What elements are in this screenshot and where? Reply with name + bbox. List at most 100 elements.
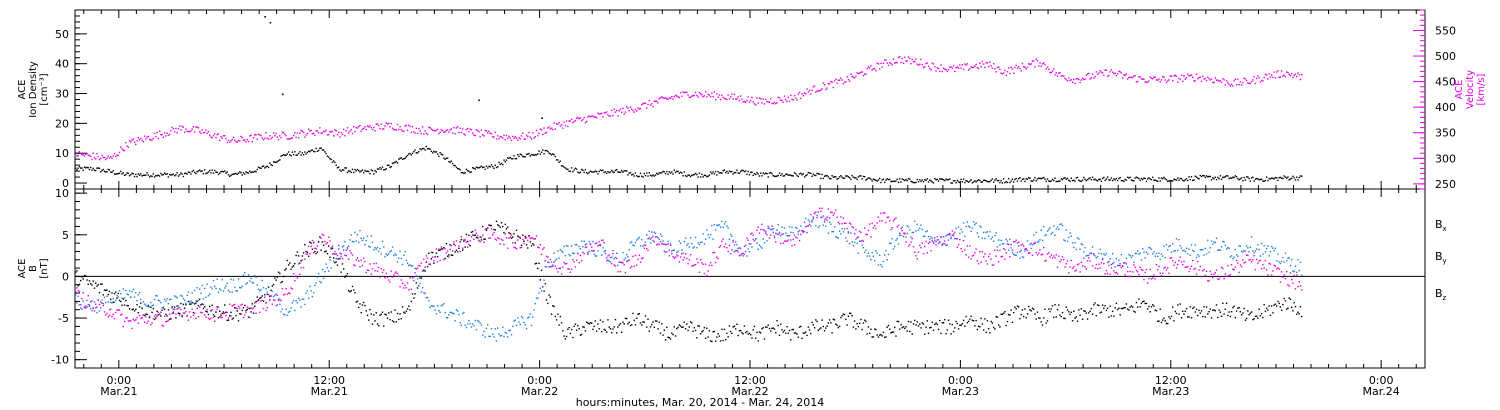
- b-series-z-point: [852, 226, 855, 229]
- ion-density-series-point: [1264, 179, 1267, 182]
- b-series-z-point: [225, 314, 227, 317]
- b-series-y-point: [901, 226, 903, 228]
- velocity-series-point: [1205, 79, 1208, 82]
- b-series-y-point: [429, 306, 431, 309]
- ion-density-series-point: [1250, 177, 1253, 179]
- b-series-x-point: [772, 327, 774, 329]
- velocity-series-point: [1149, 76, 1151, 78]
- b-series-z-point: [451, 250, 454, 252]
- b-series-x-point: [75, 271, 77, 273]
- b-series-y-point: [460, 324, 463, 326]
- ion-density-series-point: [698, 172, 701, 174]
- ion-density-series-point: [1079, 180, 1081, 182]
- b-series-y-point: [1091, 246, 1094, 248]
- velocity-series-point: [1274, 77, 1277, 79]
- ion-density-series-point: [610, 169, 613, 172]
- velocity-series-point: [1203, 78, 1205, 80]
- b-series-y-point: [125, 289, 127, 292]
- b-series-y-point: [123, 297, 126, 299]
- b-series-z-point: [575, 259, 578, 261]
- b-series-x-point: [613, 326, 615, 328]
- b-series-x-point: [86, 279, 88, 281]
- velocity-series-point: [525, 134, 528, 136]
- b-series-y-point: [138, 291, 141, 294]
- ion-density-series-point: [1036, 178, 1039, 180]
- velocity-series-point: [440, 129, 443, 131]
- b-series-z-point: [326, 242, 329, 244]
- b-series-x-point: [1040, 321, 1042, 323]
- velocity-series-point: [791, 98, 793, 101]
- b-series-x-point: [922, 323, 925, 325]
- b-series-y-point: [1031, 244, 1034, 246]
- b-series-z-point: [361, 264, 364, 267]
- velocity-series-point: [206, 132, 208, 135]
- b-series-z-point: [103, 311, 106, 313]
- velocity-series-point: [335, 130, 337, 132]
- b-series-x-point: [1099, 312, 1101, 314]
- b-series-x-point: [224, 304, 226, 306]
- b-series-y-point: [136, 299, 138, 302]
- b-series-x-point: [484, 238, 486, 240]
- b-series-z-point: [762, 228, 764, 231]
- b-series-x-point: [227, 319, 230, 321]
- b-series-x-point: [80, 279, 82, 282]
- b-series-z-point: [391, 276, 394, 278]
- b-series-x-point: [469, 244, 471, 247]
- velocity-series-point: [493, 136, 495, 138]
- b-series-x-point: [860, 318, 862, 321]
- velocity-series-point: [853, 77, 856, 79]
- b-series-z-point: [507, 247, 509, 249]
- b-series-x-point: [192, 311, 195, 314]
- b-series-y-point: [812, 218, 815, 220]
- b-series-y-point: [1190, 244, 1193, 246]
- b-series-z-point: [398, 275, 400, 277]
- ion-density-series-point: [168, 173, 171, 176]
- b-series-y-point: [155, 294, 157, 297]
- b-series-y-point: [847, 231, 850, 233]
- b-series-x-point: [1139, 306, 1141, 308]
- ion-density-series-point: [1061, 178, 1064, 181]
- b-series-x-point: [226, 319, 228, 322]
- velocity-series-point: [147, 135, 150, 138]
- b-series-z-point: [717, 257, 719, 260]
- b-series-x-point: [203, 306, 206, 308]
- velocity-series-point: [1019, 67, 1021, 70]
- ion-density-series-point: [752, 174, 754, 177]
- b-series-x-point: [627, 323, 629, 325]
- velocity-series-point: [952, 65, 955, 67]
- b-series-x-point: [475, 236, 478, 239]
- b-series-y-point: [780, 234, 782, 237]
- b-series-y-point: [826, 219, 828, 221]
- b-series-x-point: [151, 311, 153, 314]
- b-series-x-point: [803, 332, 806, 334]
- ion-density-series-point: [373, 173, 375, 175]
- b-series-z-point: [388, 279, 390, 281]
- b-series-x-point: [847, 315, 850, 318]
- ion-density-series-point: [960, 178, 962, 181]
- ion-density-series-point: [359, 171, 361, 173]
- b-series-z-point: [711, 264, 713, 267]
- velocity-series-point: [682, 91, 684, 93]
- b-series-z-point: [319, 235, 321, 238]
- ion-density-series-point: [1178, 179, 1180, 181]
- b-series-x-point: [931, 321, 933, 323]
- b-series-z-point: [489, 237, 491, 239]
- b-series-x-point: [812, 324, 815, 326]
- b-series-y-point: [961, 231, 964, 233]
- b-series-y-point: [563, 245, 565, 248]
- b-series-y-point: [359, 229, 361, 232]
- velocity-series-point: [314, 134, 316, 136]
- b-series-y-point: [1168, 245, 1170, 248]
- velocity-series-point: [172, 128, 175, 130]
- b-series-y-point: [257, 288, 260, 290]
- b-series-y-point: [802, 231, 804, 234]
- velocity-series-point: [811, 89, 813, 92]
- b-series-z-point: [449, 248, 451, 251]
- ion-density-series-point: [153, 176, 156, 178]
- b-series-x-point: [180, 302, 182, 305]
- b-series-x-point: [609, 327, 612, 330]
- b-series-y-point: [747, 248, 749, 250]
- b-series-x-point: [624, 317, 627, 320]
- velocity-series-point: [642, 102, 644, 105]
- b-series-y-point: [1234, 248, 1237, 251]
